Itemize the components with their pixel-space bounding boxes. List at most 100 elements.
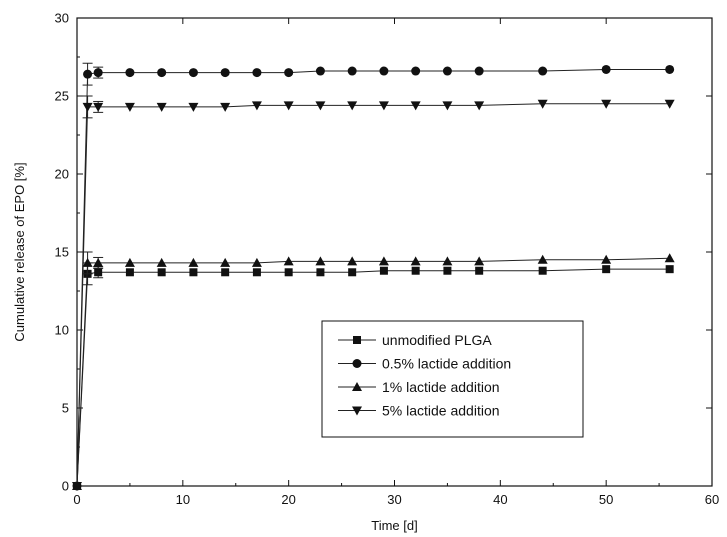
data-point (93, 68, 103, 78)
data-point (537, 99, 548, 109)
legend-marker (352, 382, 362, 391)
data-point (379, 66, 389, 76)
data-point (188, 68, 198, 78)
data-point (537, 254, 548, 264)
x-tick-label: 0 (73, 492, 80, 507)
data-point (347, 256, 358, 266)
series-line (76, 103, 670, 487)
x-tick-label: 40 (493, 492, 507, 507)
data-point (347, 66, 357, 76)
data-point (315, 66, 325, 76)
legend-marker (352, 359, 362, 368)
data-point (538, 66, 548, 76)
legend-label: 1% lactide addition (382, 379, 500, 395)
data-point (316, 268, 325, 277)
data-point (474, 66, 484, 76)
data-point (347, 101, 358, 111)
data-point (220, 257, 231, 267)
data-point (664, 253, 675, 263)
data-point (157, 68, 167, 78)
legend-marker (352, 406, 362, 416)
data-point (252, 268, 261, 277)
y-axis-title: Cumulative release of EPO [%] (12, 162, 27, 341)
series-line (76, 268, 670, 487)
data-point (189, 268, 198, 277)
y-tick-label: 15 (55, 245, 69, 260)
data-point (284, 68, 294, 78)
data-point (93, 257, 104, 267)
y-tick-label: 10 (55, 323, 69, 338)
data-point (125, 268, 134, 277)
data-point (538, 266, 547, 275)
data-point (665, 64, 675, 74)
data-point (82, 257, 93, 267)
data-point (665, 265, 674, 274)
data-point (188, 257, 199, 267)
data-point (602, 265, 611, 274)
data-point (220, 102, 231, 112)
legend-label: 5% lactide addition (382, 403, 500, 419)
data-point (83, 69, 93, 79)
data-point (251, 101, 262, 111)
legend-label: unmodified PLGA (382, 332, 492, 348)
series-group (72, 251, 675, 490)
series-group (72, 95, 675, 491)
data-point (284, 268, 293, 277)
legend-item: 0.5% lactide addition (338, 356, 511, 372)
data-point (221, 268, 230, 277)
series-layer (72, 62, 675, 491)
data-point (601, 99, 612, 109)
series-line (76, 68, 670, 487)
data-point (315, 101, 326, 111)
x-tick-label: 20 (281, 492, 295, 507)
data-point (315, 256, 326, 266)
data-point (411, 266, 420, 275)
data-point (411, 66, 421, 76)
data-point (125, 68, 135, 78)
data-point (410, 256, 421, 266)
data-point (664, 99, 675, 109)
data-point (283, 101, 294, 111)
legend-marker (353, 336, 361, 344)
data-point (124, 257, 135, 267)
data-point (348, 268, 357, 277)
y-tick-label: 5 (62, 401, 69, 416)
data-point (378, 256, 389, 266)
data-point (94, 268, 103, 277)
data-point (442, 256, 453, 266)
data-point (378, 101, 389, 111)
y-tick-label: 20 (55, 167, 69, 182)
x-tick-label: 10 (176, 492, 190, 507)
data-point (156, 102, 167, 112)
data-point (601, 254, 612, 264)
y-tick-label: 30 (55, 11, 69, 26)
legend-item: 5% lactide addition (338, 403, 500, 419)
legend-item: 1% lactide addition (338, 379, 500, 395)
data-point (410, 101, 421, 111)
data-point (475, 266, 484, 275)
x-axis-title: Time [d] (371, 518, 417, 533)
x-tick-label: 50 (599, 492, 613, 507)
data-point (474, 256, 485, 266)
data-point (474, 101, 485, 111)
data-point (156, 257, 167, 267)
data-point (442, 101, 453, 111)
legend-item: unmodified PLGA (338, 332, 492, 348)
data-point (442, 66, 452, 76)
data-point (251, 257, 262, 267)
axis-ticks: 0 10 20 30 40 50 60 0 5 10 15 20 25 30 (55, 11, 720, 508)
series-line (76, 257, 670, 487)
data-point (220, 68, 230, 78)
legend-label: 0.5% lactide addition (382, 356, 511, 372)
data-point (124, 102, 135, 112)
x-tick-label: 30 (387, 492, 401, 507)
y-tick-label: 25 (55, 89, 69, 104)
data-point (601, 64, 611, 74)
data-point (188, 102, 199, 112)
data-point (157, 268, 166, 277)
data-point (252, 68, 262, 78)
data-point (443, 266, 452, 275)
data-point (93, 102, 104, 112)
legend: unmodified PLGA 0.5% lactide addition 1% l… (321, 320, 584, 438)
